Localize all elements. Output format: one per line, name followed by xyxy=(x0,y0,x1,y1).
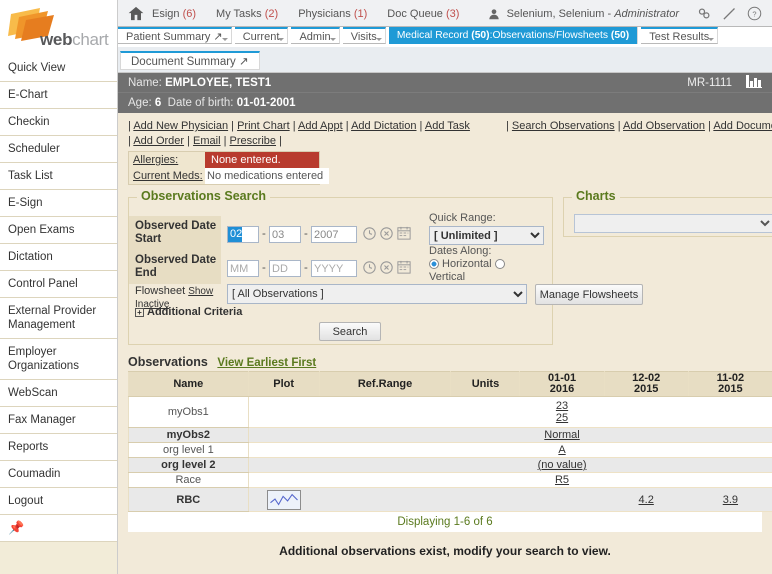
svg-text:?: ? xyxy=(752,10,756,19)
